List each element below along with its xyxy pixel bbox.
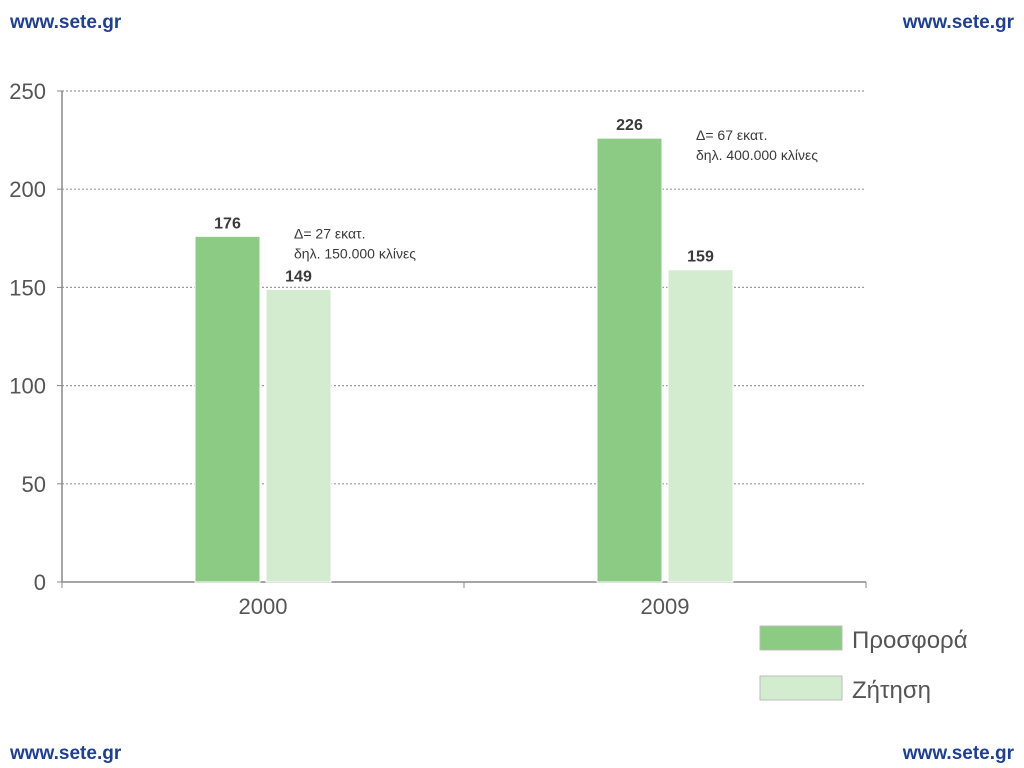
bar-2009-1 xyxy=(667,269,734,583)
data-label-2009-1: 159 xyxy=(687,249,714,266)
y-tick-label-100: 100 xyxy=(9,374,46,399)
legend-swatch-0 xyxy=(759,625,843,651)
data-label-2000-0: 176 xyxy=(214,215,241,232)
annotations: Δ= 27 εκατ. δηλ. 150.000 κλίνες Δ= 67 εκατ… xyxy=(294,127,818,261)
site-link-bottom-left[interactable]: www.sete.gr xyxy=(10,743,122,764)
y-tick-label-250: 250 xyxy=(9,79,46,104)
data-label-2009-0: 226 xyxy=(616,117,643,134)
data-label-2000-1: 149 xyxy=(285,268,312,285)
site-link-top-right[interactable]: www.sete.gr xyxy=(902,12,1014,33)
x-category-label-2000: 2000 xyxy=(239,594,288,619)
legend-label-1: Ζήτηση xyxy=(852,677,931,704)
y-tick-label-0: 0 xyxy=(34,570,46,595)
annotation-line1-2000: Δ= 27 εκατ. xyxy=(294,225,365,241)
y-tick-label-150: 150 xyxy=(9,275,46,300)
site-link-top-left[interactable]: www.sete.gr xyxy=(10,12,122,33)
bar-2000-0 xyxy=(194,235,261,583)
axes xyxy=(61,91,867,588)
x-category-label-2009: 2009 xyxy=(641,594,690,619)
legend-swatch-1 xyxy=(759,675,843,701)
legend: Προσφορά Ζήτηση xyxy=(759,625,968,704)
bars xyxy=(194,137,734,583)
annotation-line2-2000: δηλ. 150.000 κλίνες xyxy=(294,245,416,261)
x-axis-categories: 2000 2009 xyxy=(239,594,690,619)
annotation-line2-2009: δηλ. 400.000 κλίνες xyxy=(696,147,818,163)
y-axis-ticks: 0 50 100 150 200 250 xyxy=(9,79,62,595)
legend-label-0: Προσφορά xyxy=(852,627,968,654)
annotation-line1-2009: Δ= 67 εκατ. xyxy=(696,127,767,143)
value-labels: 176 149 226 159 xyxy=(214,117,714,285)
site-link-bottom-right[interactable]: www.sete.gr xyxy=(902,743,1014,764)
bar-2009-0 xyxy=(596,137,663,583)
bar-2000-1 xyxy=(265,288,332,583)
y-tick-label-200: 200 xyxy=(9,177,46,202)
y-tick-label-50: 50 xyxy=(22,472,46,497)
